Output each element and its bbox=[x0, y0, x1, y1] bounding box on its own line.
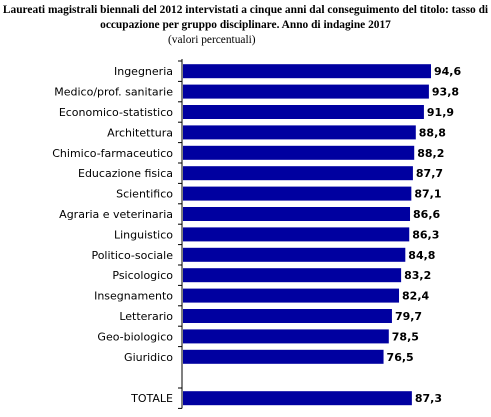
category-4-label: Chimico-farmaceutico bbox=[52, 147, 173, 160]
category-2-label: Economico-statistico bbox=[59, 106, 173, 119]
category-12-bar bbox=[183, 309, 392, 323]
category-5-label: Educazione fisica bbox=[78, 167, 173, 180]
category-10-value-label: 83,2 bbox=[404, 269, 431, 282]
category-12-label: Letterario bbox=[119, 310, 173, 323]
category-1-label: Medico/prof. sanitarie bbox=[54, 86, 173, 99]
category-9-value-label: 84,8 bbox=[408, 249, 435, 262]
category-8-value-label: 86,3 bbox=[412, 228, 439, 241]
category-5-value-label: 87,7 bbox=[416, 167, 443, 180]
category-11-bar bbox=[183, 288, 400, 303]
category-1-bar bbox=[183, 84, 429, 99]
category-6-label: Scientifico bbox=[116, 188, 173, 201]
chart-title: Laureati magistrali biennali del 2012 in… bbox=[2, 4, 489, 31]
category-9-bar bbox=[183, 247, 406, 262]
category-11-value-label: 82,4 bbox=[402, 290, 429, 303]
category-11-label: Insegnamento bbox=[94, 290, 173, 303]
category-10-label: Psicologico bbox=[112, 269, 173, 282]
category-8-label: Linguistico bbox=[114, 228, 173, 241]
category-7-bar bbox=[183, 207, 411, 221]
category-13-bar bbox=[183, 329, 389, 344]
category-13-value-label: 78,5 bbox=[392, 330, 419, 343]
category-6-value-label: 87,1 bbox=[414, 188, 441, 201]
category-14-bar bbox=[183, 349, 384, 364]
category-12-value-label: 79,7 bbox=[395, 310, 422, 323]
category-3-value-label: 88,8 bbox=[419, 126, 446, 139]
category-1-value-label: 93,8 bbox=[432, 86, 459, 99]
category-2-bar bbox=[183, 105, 424, 119]
category-2-value-label: 91,9 bbox=[427, 106, 454, 119]
category-3-bar bbox=[183, 125, 416, 140]
category-6-bar bbox=[183, 186, 412, 201]
category-14-label: Giuridico bbox=[124, 351, 173, 364]
category-13-label: Geo-biologico bbox=[97, 330, 173, 343]
category-0-value-label: 94,6 bbox=[434, 65, 461, 78]
category-14-value-label: 76,5 bbox=[387, 351, 414, 364]
category-4-value-label: 88,2 bbox=[417, 147, 444, 160]
category-4-bar bbox=[183, 145, 415, 160]
total-label: TOTALE bbox=[130, 392, 173, 405]
total-bar bbox=[183, 391, 412, 406]
total-value-label: 87,3 bbox=[415, 392, 442, 405]
category-5-bar bbox=[183, 166, 413, 181]
category-9-label: Politico-sociale bbox=[91, 249, 173, 262]
category-10-bar bbox=[183, 268, 402, 283]
category-7-label: Agraria e veterinaria bbox=[59, 208, 173, 221]
chart-subtitle: (valori percentuali) bbox=[168, 34, 256, 46]
category-7-value-label: 86,6 bbox=[413, 208, 440, 221]
category-3-label: Architettura bbox=[107, 126, 173, 139]
category-0-bar bbox=[183, 64, 431, 79]
category-8-bar bbox=[183, 227, 410, 242]
category-0-label: Ingegneria bbox=[114, 65, 173, 78]
